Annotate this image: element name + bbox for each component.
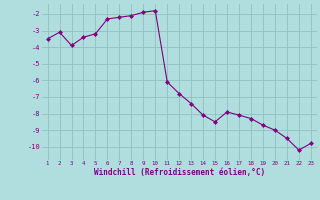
X-axis label: Windchill (Refroidissement éolien,°C): Windchill (Refroidissement éolien,°C) bbox=[94, 168, 265, 177]
